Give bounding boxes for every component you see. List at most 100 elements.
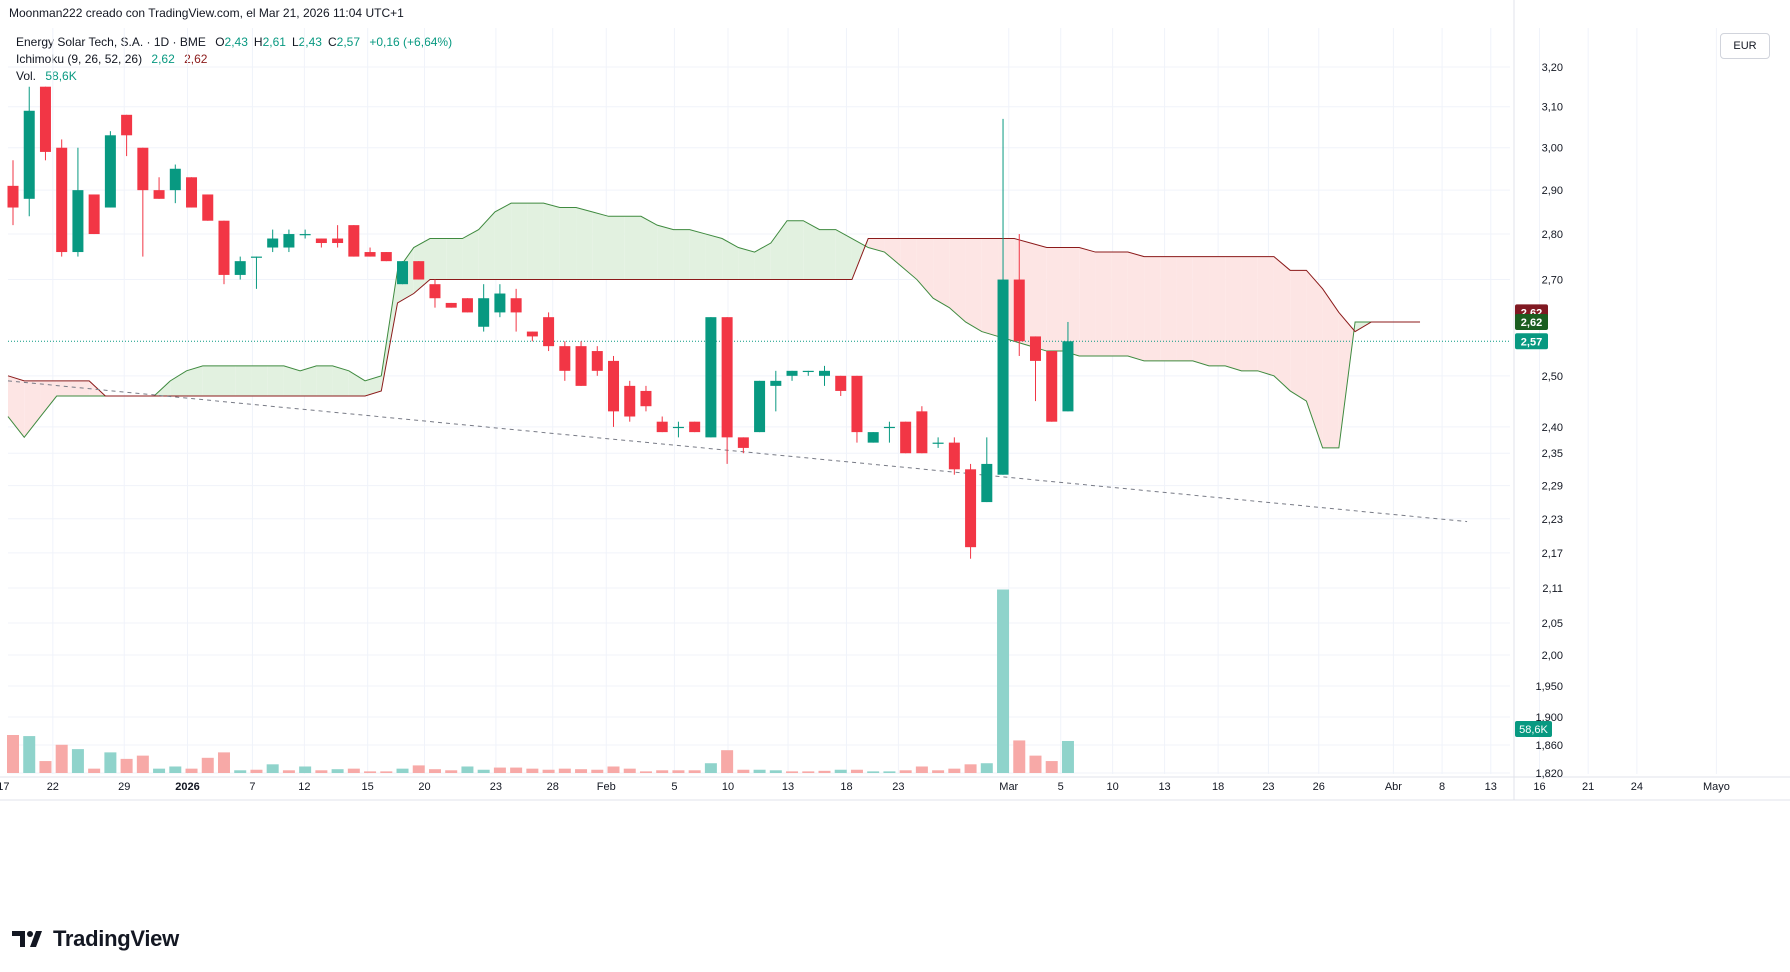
- candle-body: [965, 469, 977, 548]
- candle-body: [656, 421, 668, 433]
- symbol-legend-row[interactable]: Energy Solar Tech, S.A. · 1D · BME O2,43…: [16, 34, 452, 51]
- ichimoku-span-a: [7, 202, 1421, 449]
- candle-body: [543, 317, 555, 347]
- cloud-segment: [900, 238, 917, 280]
- cloud-segment: [56, 380, 73, 397]
- ichimoku-label: Ichimoku (9, 26, 52, 26): [16, 52, 143, 66]
- candle: [72, 147, 84, 257]
- candle: [315, 238, 327, 248]
- volume-bar: [786, 771, 799, 773]
- cloud-segment: [1046, 247, 1063, 352]
- candle: [705, 317, 717, 438]
- y-tick-label: 2,17: [1542, 548, 1563, 560]
- volume-bar: [526, 768, 539, 773]
- y-tick-label: 2,05: [1542, 618, 1563, 630]
- volume-bar: [753, 769, 766, 773]
- candle-body: [737, 437, 749, 448]
- candle: [267, 229, 279, 253]
- candle: [965, 463, 977, 559]
- candle-body: [397, 261, 409, 285]
- volume-bar: [136, 755, 149, 773]
- candle-body: [137, 147, 149, 191]
- candle-body: [851, 375, 863, 433]
- candle: [397, 261, 409, 285]
- cloud-segment: [608, 216, 625, 280]
- cloud-segment: [981, 238, 999, 337]
- symbol-name: Energy Solar Tech, S.A. · 1D · BME: [16, 35, 206, 49]
- volume-bar: [672, 770, 685, 773]
- volume-bar: [915, 766, 928, 773]
- candle: [121, 114, 133, 157]
- volume-bar: [1061, 740, 1074, 773]
- cloud-segment: [722, 238, 739, 280]
- candle: [56, 139, 68, 257]
- candle-body: [916, 411, 928, 454]
- cloud-segment: [689, 229, 706, 280]
- y-tick-label: 1,950: [1535, 681, 1563, 693]
- cloud-segment: [1062, 247, 1080, 356]
- cloud-segment: [251, 365, 268, 397]
- candle: [510, 288, 522, 332]
- candle: [543, 312, 555, 352]
- x-tick-label: 29: [118, 781, 130, 793]
- cloud-segment: [24, 380, 41, 438]
- candle-body: [689, 421, 701, 433]
- cloud-segment: [446, 238, 463, 280]
- volume-bar: [591, 769, 604, 773]
- volume-bar: [688, 770, 701, 773]
- volume-bar: [55, 744, 68, 773]
- volume-bars: [7, 589, 1074, 773]
- cloud-segment: [559, 207, 577, 280]
- currency-button[interactable]: EUR: [1720, 33, 1770, 59]
- candle: [851, 375, 863, 443]
- y-tick-label: 3,20: [1542, 62, 1563, 74]
- candle-body: [88, 194, 100, 235]
- cloud-segment: [835, 229, 852, 280]
- cloud-segment: [478, 211, 495, 280]
- tradingview-logo[interactable]: TradingView: [12, 926, 179, 952]
- cloud-segment: [803, 220, 820, 280]
- cloud-segment: [1127, 252, 1145, 361]
- cloud-segment: [965, 238, 982, 332]
- volume-bar: [558, 768, 571, 773]
- volume-bar: [428, 769, 441, 773]
- ichimoku-cloud: [8, 203, 1372, 448]
- cloud-segment: [218, 365, 236, 397]
- cloud-segment: [1209, 256, 1226, 366]
- candle-body: [169, 168, 181, 191]
- volume-bar: [948, 768, 961, 773]
- volume-bar: [396, 768, 409, 773]
- cloud-segment: [1322, 288, 1339, 448]
- volume-label: Vol.: [16, 69, 37, 83]
- chart-legend: Energy Solar Tech, S.A. · 1D · BME O2,43…: [16, 34, 452, 85]
- candle: [250, 256, 262, 289]
- candle: [1046, 351, 1058, 422]
- volume-bar: [1029, 755, 1042, 773]
- candle-body: [478, 298, 490, 327]
- volume-bar: [23, 736, 36, 773]
- volume-bar: [169, 766, 182, 773]
- candle: [348, 225, 360, 257]
- price-badge-label: 2,62: [1521, 317, 1542, 329]
- ichimoku-legend-row[interactable]: Ichimoku (9, 26, 52, 26) 2,62 2,62: [16, 51, 452, 68]
- price-chart[interactable]: 3,20 3,10 3,00 2,90 2,80 2,70 2,50 2,40 2,35 2,29…: [0, 0, 1790, 900]
- candle-body: [56, 147, 68, 253]
- candle-body: [7, 185, 19, 208]
- volume-bar: [932, 770, 945, 773]
- x-tick-label: 13: [782, 781, 794, 793]
- cloud-segment: [494, 203, 512, 280]
- volume-bar: [510, 767, 523, 773]
- volume-bar: [980, 763, 993, 773]
- candle: [364, 247, 376, 257]
- candle: [104, 131, 116, 208]
- cloud-segment: [1079, 247, 1096, 356]
- cloud-segment: [1160, 256, 1177, 361]
- volume-bar: [737, 769, 750, 773]
- candle-body: [510, 298, 522, 313]
- candle-body: [348, 225, 360, 257]
- ohlc-values: O2,43 H2,61 L2,43 C2,57: [215, 35, 366, 49]
- candle-body: [202, 194, 214, 221]
- volume-bar: [883, 771, 896, 773]
- chart-credit: Moonman222 creado con TradingView.com, e…: [9, 6, 404, 20]
- cloud-segment: [787, 220, 804, 280]
